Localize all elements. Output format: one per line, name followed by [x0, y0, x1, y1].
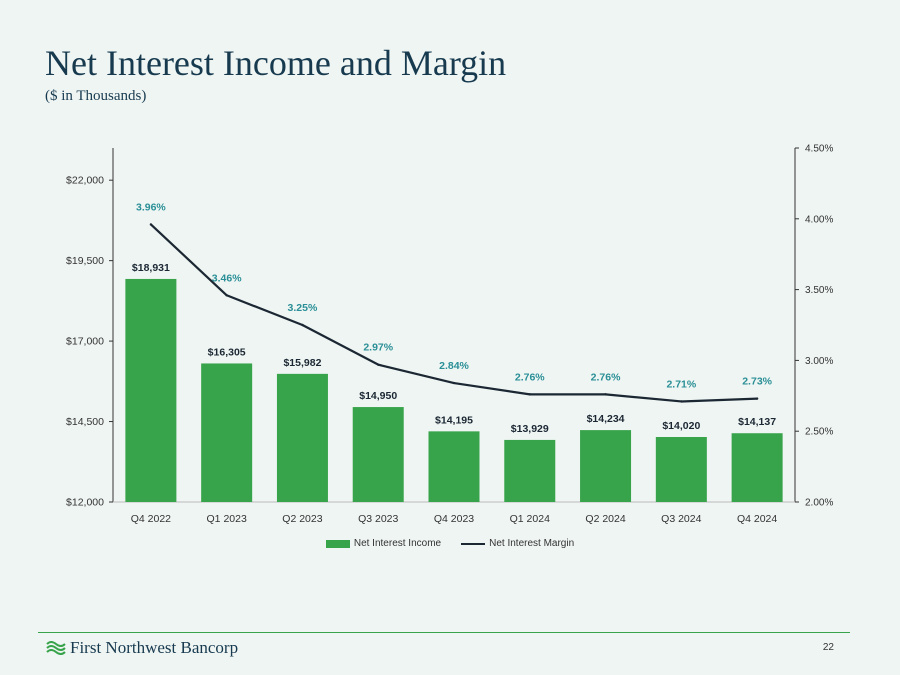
- x-tick-label: Q2 2024: [585, 513, 625, 525]
- y-left-tick-label: $12,000: [66, 497, 104, 509]
- x-tick-label: Q4 2024: [737, 513, 777, 525]
- margin-data-label: 3.25%: [288, 302, 318, 314]
- margin-point: [452, 381, 456, 385]
- bar-data-label: $13,929: [511, 423, 549, 435]
- bar-net-interest-income: [580, 430, 632, 502]
- legend-item-margin: Net Interest Margin: [461, 538, 574, 549]
- bar-net-interest-income: [428, 431, 480, 502]
- chart-legend: Net Interest Income Net Interest Margin: [0, 538, 900, 549]
- x-tick-label: Q1 2023: [207, 513, 247, 525]
- y-right-tick-label: 4.50%: [805, 144, 833, 155]
- combo-chart: $12,000 $14,500 $17,000 $19,500 $22,000 2.00%…: [66, 144, 833, 526]
- bar-data-label: $14,137: [738, 416, 776, 428]
- bar-net-interest-income: [504, 439, 556, 502]
- page-title: Net Interest Income and Margin: [45, 43, 507, 83]
- bar-net-interest-income: [201, 363, 253, 502]
- page-number: 22: [822, 642, 834, 653]
- margin-data-label: 2.71%: [666, 378, 696, 390]
- y-left-tick-label: $22,000: [66, 175, 104, 187]
- bar-net-interest-income: [655, 436, 707, 502]
- x-tick-label: Q4 2023: [434, 513, 474, 525]
- bar-data-label: $14,950: [359, 390, 397, 402]
- y-right-tick-label: 3.00%: [805, 356, 833, 367]
- x-tick-label: Q3 2023: [358, 513, 398, 525]
- margin-point: [680, 400, 683, 403]
- page-subtitle: ($ in Thousands): [45, 88, 147, 104]
- bar-data-label: $14,234: [587, 413, 625, 425]
- x-tick-label: Q1 2024: [510, 513, 550, 525]
- margin-point: [528, 393, 531, 396]
- x-tick-label: Q3 2024: [661, 513, 701, 525]
- margin-data-label: 2.84%: [439, 360, 469, 372]
- y-right-tick-label: 3.50%: [805, 285, 833, 296]
- legend-label-income: Net Interest Income: [353, 538, 442, 549]
- bar-data-label: $14,020: [662, 420, 700, 432]
- margin-data-label: 3.96%: [136, 201, 166, 213]
- margin-point: [301, 323, 304, 327]
- bar-net-interest-income: [352, 407, 404, 502]
- company-logo: First Northwest Bancorp: [46, 638, 238, 658]
- legend-swatch-line: [461, 542, 486, 545]
- bar-data-label: $14,195: [435, 414, 473, 426]
- bar-data-label: $15,982: [283, 357, 321, 369]
- margin-data-label: 2.73%: [742, 376, 772, 388]
- margin-point: [377, 363, 380, 366]
- y-right-tick-label: 2.00%: [805, 498, 833, 509]
- margin-data-label: 2.97%: [363, 342, 393, 354]
- bar-net-interest-income: [125, 278, 177, 502]
- x-tick-label: Q2 2023: [282, 513, 322, 525]
- y-left-tick-label: $14,500: [66, 416, 104, 428]
- legend-swatch-bar: [325, 539, 350, 548]
- margin-point: [225, 294, 228, 297]
- bar-net-interest-income: [731, 433, 783, 502]
- margin-point: [149, 223, 153, 226]
- company-name: First Northwest Bancorp: [70, 638, 239, 657]
- bar-data-label: $18,931: [132, 262, 170, 274]
- x-tick-label: Q4 2022: [131, 513, 171, 525]
- margin-data-label: 2.76%: [515, 371, 545, 383]
- footer-divider: [38, 632, 850, 633]
- legend-label-margin: Net Interest Margin: [489, 538, 575, 549]
- margin-point: [604, 393, 607, 396]
- y-left-tick-label: $19,500: [66, 255, 104, 267]
- margin-data-label: 3.46%: [212, 272, 242, 284]
- bar-data-label: $16,305: [208, 346, 246, 358]
- y-right-tick-label: 2.50%: [805, 427, 833, 438]
- margin-data-label: 2.76%: [591, 371, 621, 383]
- wave-logo-icon: [46, 641, 66, 655]
- y-right-tick-label: 4.00%: [805, 214, 833, 225]
- y-left-tick-label: $17,000: [66, 336, 104, 348]
- bar-net-interest-income: [276, 373, 328, 502]
- margin-point: [755, 397, 759, 400]
- legend-item-income: Net Interest Income: [325, 538, 442, 549]
